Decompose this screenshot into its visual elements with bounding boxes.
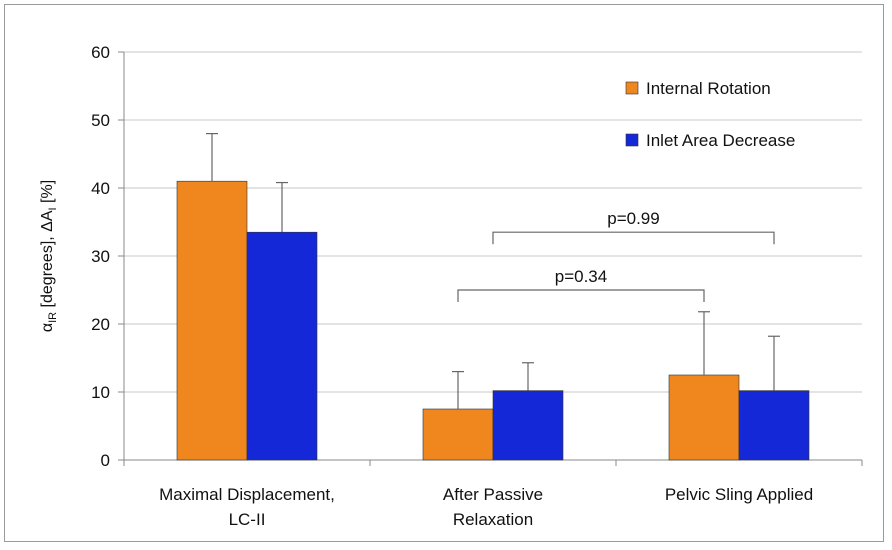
legend-label: Inlet Area Decrease: [646, 131, 795, 150]
bar-inlet-area-decrease: [492, 390, 564, 461]
x-category-label: Maximal Displacement,: [159, 485, 335, 504]
y-tick-label: 20: [91, 315, 110, 334]
bar-internal-rotation: [668, 374, 740, 461]
legend-swatch: [625, 133, 639, 147]
legend-label: Internal Rotation: [646, 79, 771, 98]
y-tick-label: 30: [91, 247, 110, 266]
y-tick-label: 40: [91, 179, 110, 198]
bars: [176, 180, 810, 461]
labels: Maximal Displacement, LC-II After Passive R…: [39, 180, 813, 529]
p-value-label: p=0.34: [555, 267, 607, 286]
y-axis-title-text: αIR [degrees], ΔAI [%]: [39, 180, 59, 332]
annotations: p=0.99 p=0.34: [457, 209, 775, 302]
y-axis-title: αIR [degrees], ΔAI [%]: [39, 180, 59, 332]
bar-internal-rotation: [176, 180, 248, 461]
bar-inlet-area-decrease: [738, 390, 810, 461]
x-category-label: Relaxation: [453, 510, 533, 529]
x-category-label: Pelvic Sling Applied: [665, 485, 813, 504]
error-bars: [206, 133, 780, 409]
y-tick-label: 50: [91, 111, 110, 130]
x-category-label: After Passive: [443, 485, 543, 504]
x-category-label: LC-II: [229, 510, 266, 529]
y-tick-label: 0: [101, 451, 110, 470]
y-tick-label: 10: [91, 383, 110, 402]
significance-bracket: [492, 231, 775, 245]
bar-inlet-area-decrease: [246, 231, 318, 461]
p-value-label: p=0.99: [607, 209, 659, 228]
legend: Internal Rotation Inlet Area Decrease: [625, 79, 795, 150]
bar-internal-rotation: [422, 408, 494, 461]
significance-bracket: [457, 289, 705, 302]
legend-swatch: [625, 81, 639, 95]
y-tick-label: 60: [91, 43, 110, 62]
